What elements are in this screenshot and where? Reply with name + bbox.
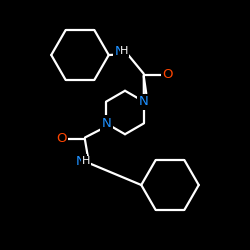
Text: N: N xyxy=(139,95,149,108)
Text: H: H xyxy=(120,46,128,56)
Text: O: O xyxy=(56,132,66,145)
Text: N: N xyxy=(101,117,111,130)
Text: N: N xyxy=(114,45,124,58)
Text: N: N xyxy=(101,117,111,130)
Text: N: N xyxy=(76,155,86,168)
Text: H: H xyxy=(82,156,90,166)
Text: H: H xyxy=(120,46,128,56)
Text: N: N xyxy=(76,155,86,168)
Text: N: N xyxy=(114,45,124,58)
Text: N: N xyxy=(139,95,149,108)
Text: O: O xyxy=(56,132,66,145)
Text: O: O xyxy=(162,68,173,82)
Text: O: O xyxy=(162,68,173,82)
Text: H: H xyxy=(82,156,90,166)
